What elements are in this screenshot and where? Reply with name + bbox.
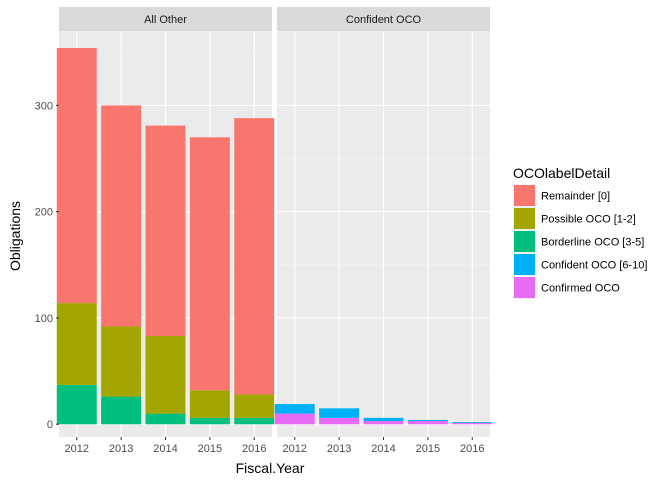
x-tick-label: 2012: [65, 443, 89, 455]
legend-swatch: [514, 277, 535, 298]
x-tick-label: 2014: [371, 443, 395, 455]
bar-segment: [56, 303, 97, 385]
legend-label: Confident OCO [6-10]: [541, 260, 647, 272]
bar-segment: [145, 413, 186, 425]
x-tick-label: 2013: [109, 443, 133, 455]
y-axis-title: Obligations: [7, 201, 23, 271]
bar-segment: [407, 419, 448, 422]
bar-segment: [363, 421, 404, 425]
y-tick-label: 200: [35, 207, 53, 219]
legend-swatch: [514, 231, 535, 252]
bar-segment: [319, 417, 360, 425]
bar-segment: [234, 394, 275, 418]
bar-segment: [189, 417, 230, 425]
x-tick-label: 2014: [153, 443, 177, 455]
bar-segment: [407, 421, 448, 425]
facet-strip: [59, 7, 272, 31]
facet-strip-label: All Other: [144, 14, 187, 26]
bar-segment: [101, 396, 142, 425]
legend-title: OCOlabelDetail: [513, 165, 610, 181]
legend-label: Remainder [0]: [541, 191, 610, 203]
legend-label: Possible OCO [1-2]: [541, 214, 636, 226]
bar-segment: [145, 125, 186, 337]
legend-swatch: [514, 208, 535, 229]
bar-segment: [274, 413, 315, 425]
bar-segment: [189, 137, 230, 391]
bar-segment: [452, 422, 493, 425]
panel-confident-oco: Confident OCO: [274, 7, 493, 437]
legend-label: Confirmed OCO: [541, 283, 620, 295]
legend-item: Possible OCO [1-2]: [513, 207, 636, 230]
bar-segment: [56, 384, 97, 425]
y-axis: 0 100 200 300: [35, 100, 59, 431]
legend-item: Confident OCO [6-10]: [513, 253, 647, 276]
bar-segment: [189, 390, 230, 418]
bar-segment: [363, 417, 404, 422]
y-tick-label: 0: [47, 419, 53, 431]
x-axis-title: Fiscal.Year: [236, 460, 305, 476]
x-axis: 2012 2013 2014 2015 2016 2012 2013 2014 2015 2016: [65, 437, 484, 455]
x-tick-label: 2013: [327, 443, 351, 455]
bar-segment: [319, 408, 360, 418]
y-tick-label: 300: [35, 100, 53, 112]
legend: OCOlabelDetail Remainder [0] Possible OCO…: [513, 165, 647, 299]
bar-segment: [56, 48, 97, 304]
legend-swatch: [514, 185, 535, 206]
legend-item: Remainder [0]: [513, 184, 610, 207]
x-tick-label: 2016: [460, 443, 484, 455]
x-tick-label: 2015: [416, 443, 440, 455]
bar-segment: [452, 422, 493, 423]
facet-strip-label: Confident OCO: [346, 14, 422, 26]
legend-swatch: [514, 254, 535, 275]
x-tick-label: 2016: [242, 443, 266, 455]
facet-strip: [277, 7, 490, 31]
x-tick-label: 2012: [283, 443, 307, 455]
legend-item: Confirmed OCO: [513, 276, 620, 299]
bar-segment: [145, 336, 186, 414]
bar-segment: [274, 404, 315, 414]
y-tick-label: 100: [35, 313, 53, 325]
bar-segment: [101, 105, 142, 327]
panels: All Other Confident OCO: [56, 7, 493, 437]
bar-segment: [101, 326, 142, 397]
panel-all-other: All Other: [56, 7, 275, 437]
bar-segment: [234, 417, 275, 425]
bar-segment: [234, 118, 275, 395]
x-tick-label: 2015: [198, 443, 222, 455]
legend-label: Borderline OCO [3-5]: [541, 237, 644, 249]
legend-item: Borderline OCO [3-5]: [513, 230, 644, 253]
